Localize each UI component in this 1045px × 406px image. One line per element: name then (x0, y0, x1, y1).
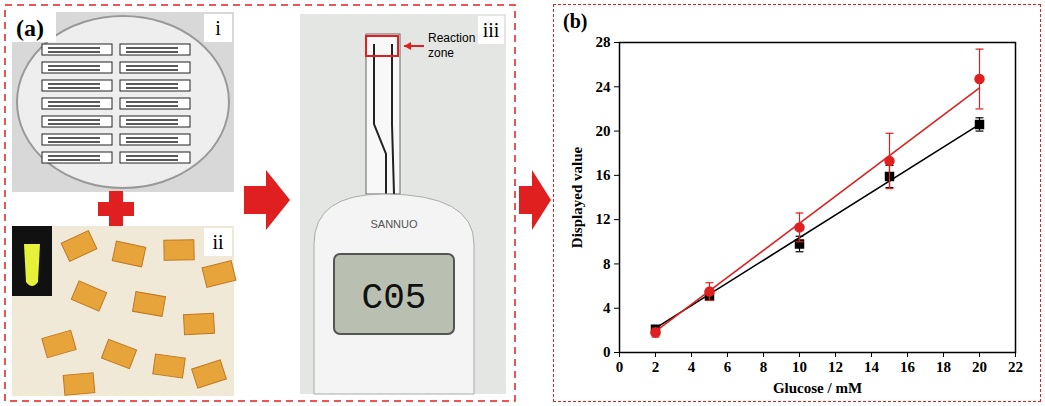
svg-text:22: 22 (1008, 359, 1023, 375)
svg-text:4: 4 (688, 359, 696, 375)
svg-text:C05: C05 (362, 278, 427, 319)
svg-text:Reaction: Reaction (428, 31, 475, 45)
svg-text:0: 0 (616, 359, 624, 375)
svg-text:12: 12 (828, 359, 843, 375)
svg-text:Displayed value: Displayed value (569, 147, 585, 249)
svg-text:SANNUO: SANNUO (370, 218, 418, 230)
svg-text:8: 8 (603, 256, 611, 272)
svg-text:ii: ii (212, 231, 224, 253)
svg-text:(a): (a) (16, 15, 44, 41)
svg-text:Glucose / mM: Glucose / mM (773, 380, 862, 396)
svg-text:2: 2 (652, 359, 660, 375)
svg-text:zone: zone (428, 46, 454, 60)
svg-text:iii: iii (483, 19, 500, 41)
svg-text:18: 18 (936, 359, 951, 375)
svg-text:12: 12 (596, 211, 611, 227)
svg-text:4: 4 (603, 300, 611, 316)
svg-text:24: 24 (596, 79, 612, 95)
svg-text:6: 6 (724, 359, 732, 375)
svg-text:14: 14 (864, 359, 880, 375)
svg-text:20: 20 (972, 359, 987, 375)
svg-text:0: 0 (603, 344, 611, 360)
svg-text:16: 16 (900, 359, 916, 375)
svg-text:i: i (215, 17, 221, 39)
html-text:(b): (b) (563, 10, 588, 32)
svg-text:20: 20 (596, 123, 611, 139)
svg-text:8: 8 (760, 359, 768, 375)
svg-text:28: 28 (596, 34, 611, 50)
svg-text:10: 10 (792, 359, 807, 375)
svg-text:16: 16 (596, 167, 612, 183)
